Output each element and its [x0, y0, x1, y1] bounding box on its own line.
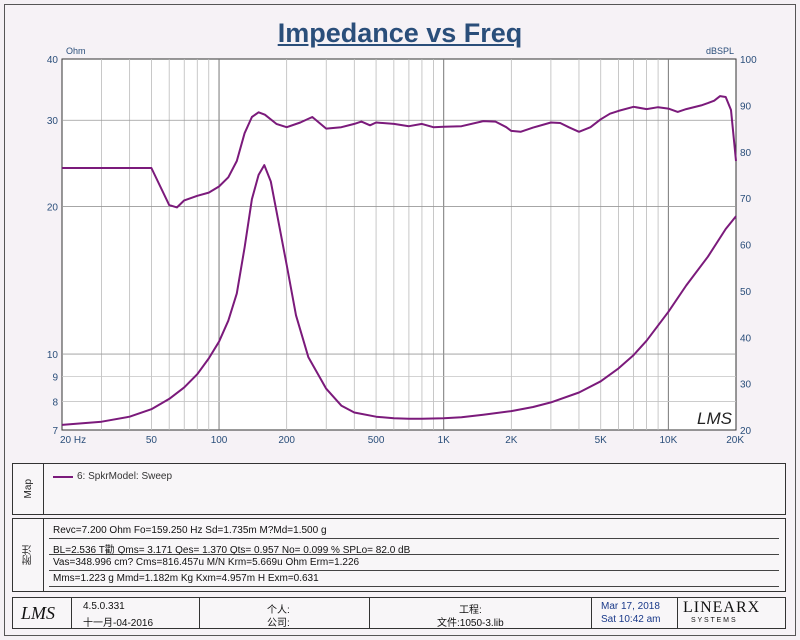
x-tick-label: 500: [368, 435, 385, 446]
params-panel: 附注 Revc=7.200 Ohm Fo=159.250 Hz Sd=1.735…: [12, 518, 786, 592]
footer-logo-cell: LMS: [13, 598, 72, 628]
footer-brand-sub: S Y S T E M S: [691, 617, 736, 624]
y-left-tick-label: 10: [47, 350, 59, 361]
param-rule-2: [49, 554, 779, 555]
x-tick-labels: 20 Hz 50 100 200 500 1K 2K 5K 10K 20K: [60, 435, 744, 446]
x-tick-label: 10K: [659, 435, 677, 446]
footer-date-cell: Mar 17, 2018 Sat 10:42 am: [591, 598, 678, 628]
y-right-tick-label: 50: [740, 287, 752, 298]
y-right-unit-label: dBSPL: [706, 46, 734, 56]
impedance-chart: 20 Hz 50 100 200 500 1K 2K 5K 10K 20K 7 8 9 10 20 30 40…: [47, 46, 757, 446]
x-tick-label: 200: [278, 435, 295, 446]
y-left-tick-label: 8: [52, 398, 58, 409]
y-right-tick-label: 40: [740, 333, 752, 344]
param-line-2: BL=2.536 T勸 Qms= 3.171 Qes= 1.370 Qts= 0…: [53, 545, 411, 556]
param-rule-4: [49, 586, 779, 587]
footer-person-cell: 个人: 公司:: [199, 598, 370, 629]
footer-company: 公司:: [267, 618, 290, 629]
footer-lms-logo: LMS: [21, 603, 56, 623]
y-right-tick-label: 80: [740, 148, 752, 159]
footer-version-cell: 4.5.0.331 十一月-04-2016: [71, 598, 200, 629]
legend-entry-label: 6: SpkrModel: Sweep: [77, 471, 173, 482]
y-right-tick-label: 90: [740, 101, 752, 112]
x-tick-label: 100: [211, 435, 228, 446]
x-tick-label: 20K: [726, 435, 744, 446]
param-line-1: Revc=7.200 Ohm Fo=159.250 Hz Sd=1.735m M…: [53, 525, 327, 536]
grid-lines: [62, 59, 736, 430]
footer-project-cell: 工程: 文件:1050-3.lib: [369, 598, 592, 629]
y-right-tick-label: 20: [740, 426, 752, 437]
y-left-tick-label: 7: [52, 426, 58, 437]
footer-date: Mar 17, 2018: [601, 601, 660, 612]
x-tick-label: 5K: [595, 435, 608, 446]
y-left-tick-label: 20: [47, 203, 59, 214]
plot-area: [61, 58, 737, 431]
curves: [61, 95, 737, 426]
param-rule-1: [49, 538, 779, 539]
y-left-unit-label: Ohm: [66, 46, 86, 56]
legend-panel: Map 6: SpkrModel: Sweep: [12, 463, 786, 515]
x-tick-label: 2K: [505, 435, 518, 446]
footer-bar: LMS 4.5.0.331 十一月-04-2016 个人: 公司: 工程: 文件…: [12, 597, 786, 629]
params-side-label: 附注: [13, 519, 44, 591]
footer-version: 4.5.0.331: [83, 601, 125, 612]
chart-title: Impedance vs Freq: [277, 18, 523, 48]
footer-file: 文件:1050-3.lib: [437, 618, 504, 629]
y-left-tick-label: 9: [52, 373, 58, 384]
footer-version-date: 十一月-04-2016: [83, 618, 154, 629]
x-tick-label: 1K: [438, 435, 451, 446]
param-line-3: Vas=348.996 cm? Cms=816.457u M/N Krm=5.6…: [53, 557, 360, 568]
y-right-tick-label: 30: [740, 380, 752, 391]
footer-project: 工程:: [459, 605, 482, 616]
legend-swatch: [53, 475, 73, 478]
legend-entry[interactable]: 6: SpkrModel: Sweep: [53, 471, 172, 482]
param-rule-3: [49, 570, 779, 571]
x-tick-label: 20 Hz: [60, 435, 86, 446]
y-left-tick-label: 40: [47, 55, 59, 66]
footer-person: 个人:: [267, 605, 290, 616]
param-line-4: Mms=1.223 g Mmd=1.182m Kg Kxm=4.957m H E…: [53, 573, 319, 584]
impedance-curve: [61, 164, 737, 426]
y-right-tick-label: 100: [740, 55, 757, 66]
legend-side-label: Map: [13, 464, 44, 514]
footer-time: Sat 10:42 am: [601, 614, 661, 625]
y-right-tick-label: 70: [740, 194, 752, 205]
spl-curve: [62, 95, 737, 209]
footer-brand: LINEARX: [683, 599, 761, 616]
footer-brand-cell: LINEARX S Y S T E M S: [677, 598, 783, 628]
y-right-tick-labels: 20 30 40 50 60 70 80 90 100: [740, 55, 757, 437]
lms-watermark: LMS: [697, 409, 733, 428]
y-left-tick-labels: 7 8 9 10 20 30 40: [47, 55, 59, 437]
y-left-tick-label: 30: [47, 116, 59, 127]
y-right-tick-label: 60: [740, 241, 752, 252]
x-tick-label: 50: [146, 435, 158, 446]
